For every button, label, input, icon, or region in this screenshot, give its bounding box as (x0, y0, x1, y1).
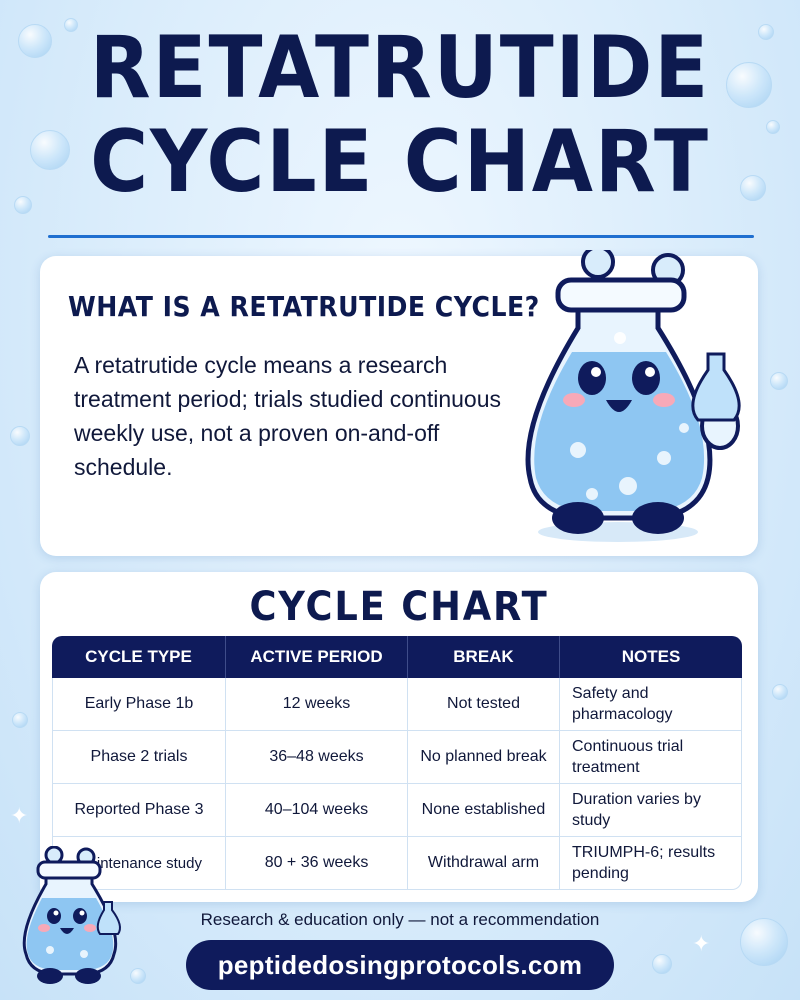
page-title-line1: RETATRUTIDE (89, 18, 711, 118)
flask-mascot-icon (22, 846, 121, 984)
bubble-icon (18, 24, 52, 58)
bubble-icon (766, 120, 780, 134)
bubble-icon (652, 954, 672, 974)
cell-notes: TRIUMPH-6; results pending (560, 837, 742, 890)
cell-cycle-type: Phase 2 trials (52, 731, 226, 784)
cell-cycle-type: Reported Phase 3 (52, 784, 226, 837)
cell-notes: Safety and pharmacology (560, 678, 742, 731)
table-row: Phase 2 trials 36–48 weeks No planned br… (52, 731, 742, 784)
cell-break: None established (408, 784, 560, 837)
chart-card: CYCLE CHART CYCLE TYPE ACTIVE PERIOD BRE… (40, 572, 758, 902)
table-row: Reported Phase 3 40–104 weeks None estab… (52, 784, 742, 837)
flask-mascot-icon: ✦ (525, 250, 746, 542)
cell-notes: Continuous trial treatment (560, 731, 742, 784)
disclaimer: Research & education only — not a recomm… (200, 910, 600, 929)
cycle-table: CYCLE TYPE ACTIVE PERIOD BREAK NOTES Ear… (52, 636, 742, 890)
cell-break: Withdrawal arm (408, 837, 560, 890)
bubble-icon (770, 372, 788, 390)
chart-heading: CYCLE CHART (249, 584, 549, 630)
cell-active-period: 40–104 weeks (226, 784, 408, 837)
bubble-icon (130, 968, 146, 984)
bubble-icon (740, 918, 788, 966)
page-title-line2: CYCLE CHART (90, 112, 710, 212)
cell-cycle-type: Early Phase 1b (52, 678, 226, 731)
column-header-cycle-type: CYCLE TYPE (52, 636, 226, 678)
bubble-icon (12, 712, 28, 728)
bubble-icon (772, 684, 788, 700)
svg-text:✦: ✦ (728, 323, 746, 348)
website-link[interactable]: peptidedosingprotocols.com (186, 940, 614, 990)
bubble-icon (30, 130, 70, 170)
cell-active-period: 80 + 36 weeks (226, 837, 408, 890)
intro-body: A retatrutide cycle means a research tre… (74, 352, 502, 480)
intro-heading: WHAT IS A RETATRUTIDE CYCLE? (68, 290, 540, 323)
table-header-row: CYCLE TYPE ACTIVE PERIOD BREAK NOTES (52, 636, 742, 678)
cell-active-period: 36–48 weeks (226, 731, 408, 784)
bubble-icon (14, 196, 32, 214)
bubble-icon (726, 62, 772, 108)
cell-break: Not tested (408, 678, 560, 731)
cell-notes: Duration varies by study (560, 784, 742, 837)
cell-active-period: 12 weeks (226, 678, 408, 731)
bubble-icon (64, 18, 78, 32)
column-header-active-period: ACTIVE PERIOD (226, 636, 408, 678)
column-header-break: BREAK (408, 636, 560, 678)
table-row: Early Phase 1b 12 weeks Not tested Safet… (52, 678, 742, 731)
bubble-icon (740, 175, 766, 201)
cell-break: No planned break (408, 731, 560, 784)
bubble-icon (10, 426, 30, 446)
sparkle-icon: ✦ (10, 804, 29, 829)
column-header-notes: NOTES (560, 636, 742, 678)
bubble-icon (758, 24, 774, 40)
sparkle-icon: ✦ (692, 932, 711, 957)
table-row: Maintenance study 80 + 36 weeks Withdraw… (52, 837, 742, 890)
title-divider (48, 235, 754, 238)
